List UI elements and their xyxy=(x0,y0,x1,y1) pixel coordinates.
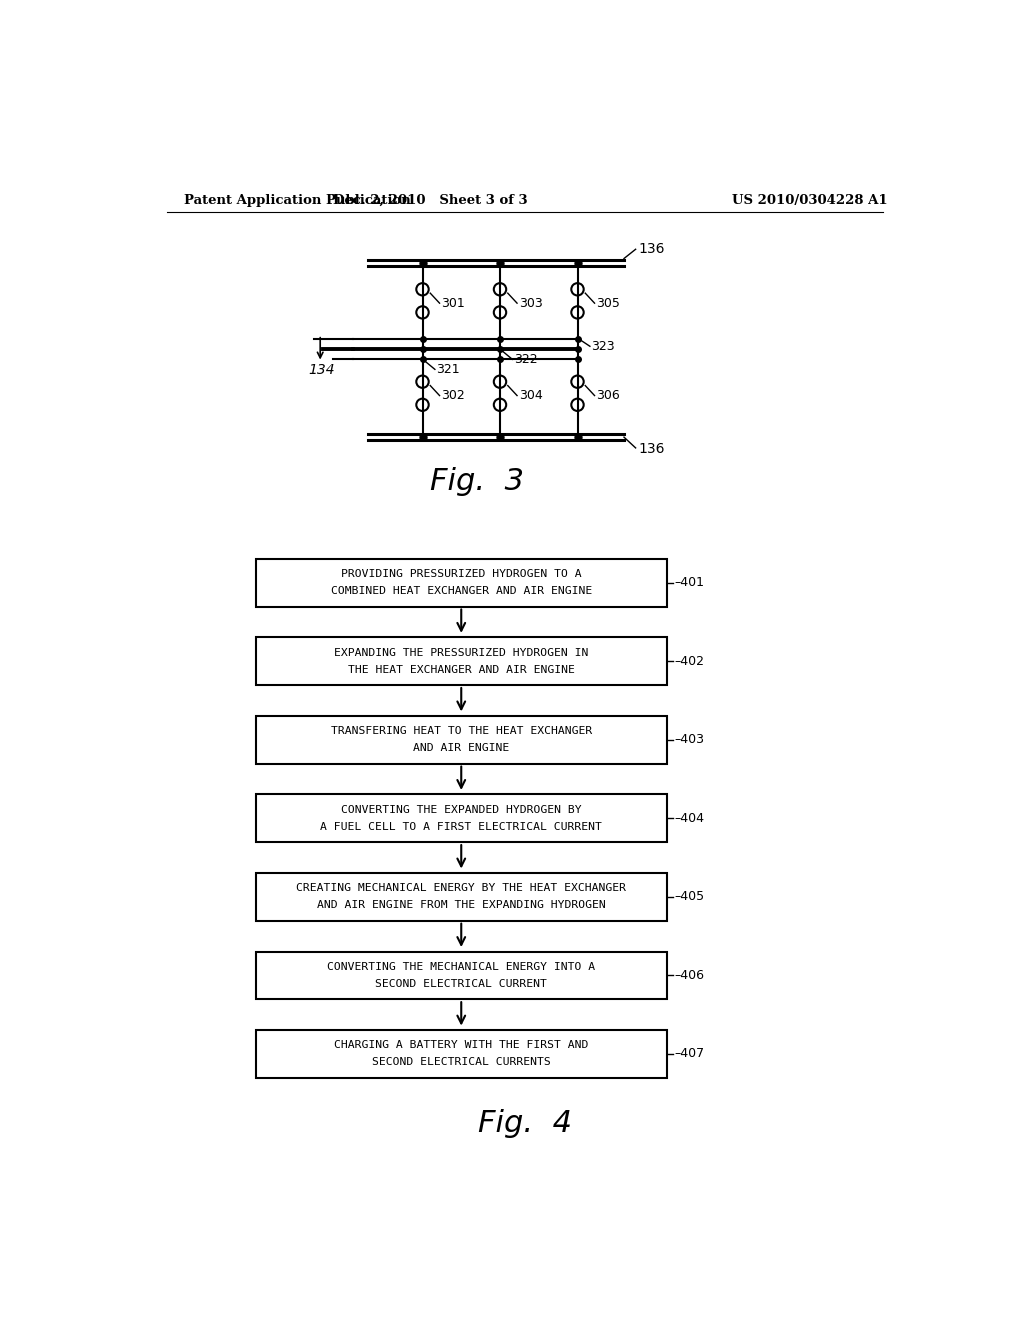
Text: Patent Application Publication: Patent Application Publication xyxy=(183,194,411,207)
Text: AND AIR ENGINE: AND AIR ENGINE xyxy=(413,743,509,754)
Text: 136: 136 xyxy=(638,243,665,256)
Polygon shape xyxy=(256,873,667,921)
Text: 302: 302 xyxy=(441,389,465,403)
Text: –405: –405 xyxy=(675,890,705,903)
Text: 305: 305 xyxy=(596,297,620,310)
Text: SECOND ELECTRICAL CURRENTS: SECOND ELECTRICAL CURRENTS xyxy=(372,1057,551,1068)
Polygon shape xyxy=(256,795,667,842)
Polygon shape xyxy=(256,558,667,607)
Text: COMBINED HEAT EXCHANGER AND AIR ENGINE: COMBINED HEAT EXCHANGER AND AIR ENGINE xyxy=(331,586,592,597)
Text: CONVERTING THE EXPANDED HYDROGEN BY: CONVERTING THE EXPANDED HYDROGEN BY xyxy=(341,805,582,814)
Text: –403: –403 xyxy=(675,733,705,746)
Text: TRANSFERING HEAT TO THE HEAT EXCHANGER: TRANSFERING HEAT TO THE HEAT EXCHANGER xyxy=(331,726,592,737)
Text: Dec. 2, 2010   Sheet 3 of 3: Dec. 2, 2010 Sheet 3 of 3 xyxy=(333,194,527,207)
Text: –401: –401 xyxy=(675,576,705,589)
Text: 304: 304 xyxy=(518,389,543,403)
Polygon shape xyxy=(256,638,667,685)
Text: Fig.  4: Fig. 4 xyxy=(478,1110,571,1138)
Text: CHARGING A BATTERY WITH THE FIRST AND: CHARGING A BATTERY WITH THE FIRST AND xyxy=(334,1040,589,1051)
Text: 322: 322 xyxy=(514,352,538,366)
Text: 303: 303 xyxy=(518,297,543,310)
Text: SECOND ELECTRICAL CURRENT: SECOND ELECTRICAL CURRENT xyxy=(376,979,547,989)
Text: 306: 306 xyxy=(596,389,620,403)
Text: –406: –406 xyxy=(675,969,705,982)
Polygon shape xyxy=(256,952,667,999)
Text: 321: 321 xyxy=(436,363,460,376)
Text: THE HEAT EXCHANGER AND AIR ENGINE: THE HEAT EXCHANGER AND AIR ENGINE xyxy=(348,665,574,675)
Text: Fig.  3: Fig. 3 xyxy=(430,467,523,496)
Text: CONVERTING THE MECHANICAL ENERGY INTO A: CONVERTING THE MECHANICAL ENERGY INTO A xyxy=(328,962,595,972)
Text: EXPANDING THE PRESSURIZED HYDROGEN IN: EXPANDING THE PRESSURIZED HYDROGEN IN xyxy=(334,648,589,657)
Text: –404: –404 xyxy=(675,812,705,825)
Text: CREATING MECHANICAL ENERGY BY THE HEAT EXCHANGER: CREATING MECHANICAL ENERGY BY THE HEAT E… xyxy=(296,883,627,894)
Polygon shape xyxy=(256,1030,667,1077)
Text: PROVIDING PRESSURIZED HYDROGEN TO A: PROVIDING PRESSURIZED HYDROGEN TO A xyxy=(341,569,582,579)
Text: AND AIR ENGINE FROM THE EXPANDING HYDROGEN: AND AIR ENGINE FROM THE EXPANDING HYDROG… xyxy=(316,900,605,911)
Text: 134: 134 xyxy=(308,363,335,378)
Text: A FUEL CELL TO A FIRST ELECTRICAL CURRENT: A FUEL CELL TO A FIRST ELECTRICAL CURREN… xyxy=(321,822,602,832)
Polygon shape xyxy=(256,715,667,763)
Text: –402: –402 xyxy=(675,655,705,668)
Text: 301: 301 xyxy=(441,297,465,310)
Text: 323: 323 xyxy=(592,339,615,352)
Text: US 2010/0304228 A1: US 2010/0304228 A1 xyxy=(732,194,888,207)
Text: 136: 136 xyxy=(638,442,665,457)
Text: –407: –407 xyxy=(675,1047,705,1060)
